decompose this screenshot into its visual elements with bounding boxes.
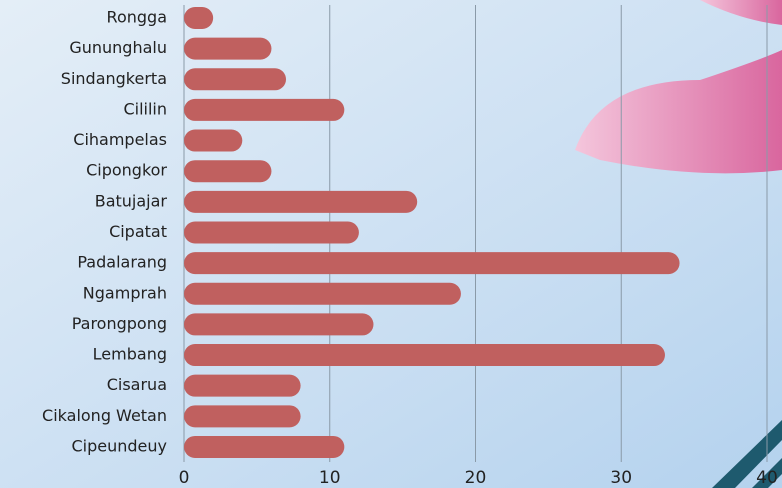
bar [184,221,359,244]
bar [184,98,345,121]
bar [184,7,214,29]
flower-petal [700,0,782,25]
y-tick-label: Sindangkerta [61,69,167,88]
y-tick-label: Cisarua [107,375,167,394]
x-tick-label: 0 [179,468,190,488]
bar [184,37,272,60]
y-tick-label: Cihampelas [73,130,167,149]
y-tick-label: Lembang [93,345,167,364]
flower-petal [575,50,782,174]
x-tick-label: 20 [465,468,487,488]
x-tick-label: 30 [610,468,632,488]
y-tick-label: Cipeundeuy [71,436,167,455]
y-tick-label: Batujajar [95,191,168,210]
x-tick-label: 40 [756,468,778,488]
bar [184,160,272,183]
y-tick-label: Padalarang [77,253,167,272]
plot: 0 10 20 30 40 Rongga Gununghalu Sindangkerta Cil… [42,5,778,488]
y-tick-label: Rongga [107,8,167,27]
bar [184,252,680,275]
bar [184,374,301,397]
bar [184,313,374,336]
y-tick-label: Ngamprah [83,283,167,302]
bar [184,282,461,305]
y-tick-label: Cipatat [109,222,167,241]
x-tick-label: 10 [319,468,341,488]
y-tick-label: Cikalong Wetan [42,406,167,425]
bar [184,344,665,367]
y-tick-label: Parongpong [72,314,167,333]
y-tick-label: Gununghalu [69,38,167,57]
y-tick-label: Cipongkor [86,161,167,180]
bar [184,435,345,458]
bar [184,405,301,428]
bar [184,190,418,213]
y-tick-label: Cililin [123,99,167,118]
corner-stripes [712,420,782,488]
bar [184,129,243,152]
bar [184,68,287,91]
